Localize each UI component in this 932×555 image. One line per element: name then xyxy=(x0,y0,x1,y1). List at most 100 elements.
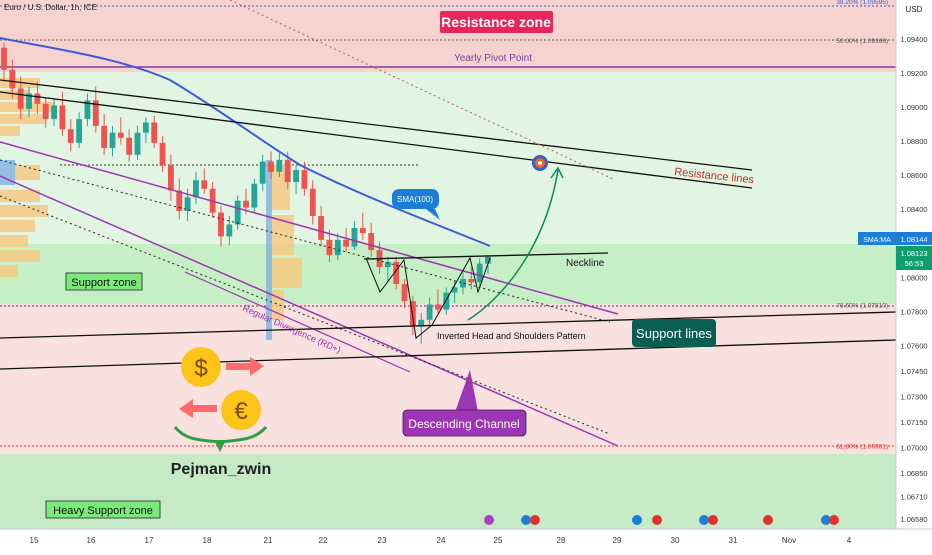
event-icon[interactable] xyxy=(652,515,662,525)
arrow-right-shaft xyxy=(226,363,251,370)
candle-body xyxy=(359,227,366,234)
vp-bar xyxy=(266,160,272,340)
euro-symbol: € xyxy=(234,398,248,425)
price-tick-label: 1.09200 xyxy=(900,69,927,78)
event-icon[interactable] xyxy=(708,515,718,525)
candle-body xyxy=(368,233,375,251)
candle-body xyxy=(476,263,483,283)
arrow-right-head xyxy=(250,357,264,376)
fib-labels: 38.20% (1.09595) 50.00% (1.09366) 78.60% (… xyxy=(836,0,888,451)
event-icon[interactable] xyxy=(821,515,831,525)
price-tick-label: 1.08400 xyxy=(900,205,927,214)
price-tick-label: 1.07800 xyxy=(900,307,927,316)
price-tick-label: 1.08000 xyxy=(900,273,927,282)
channel-line-lower xyxy=(0,175,619,447)
candle-body xyxy=(193,180,199,198)
candle-body xyxy=(51,105,57,120)
event-icon[interactable] xyxy=(521,515,531,525)
price-tag xyxy=(896,246,932,270)
candle-body xyxy=(184,197,191,211)
candle-body xyxy=(84,100,91,120)
arrow-right-icon xyxy=(226,357,264,376)
dollar-coin-icon: $ xyxy=(181,347,221,387)
support-zone-label: Support zone xyxy=(71,277,136,289)
candle-body xyxy=(126,137,133,155)
candle-body xyxy=(101,125,108,148)
sma-badge-tail xyxy=(426,209,440,220)
candle-body xyxy=(1,47,7,70)
candle-body xyxy=(59,105,66,130)
time-tick-label: 29 xyxy=(613,536,622,545)
target-center xyxy=(538,161,542,165)
vp-bar xyxy=(0,190,40,202)
price-tick-label: 1.06710 xyxy=(900,493,927,502)
zone-upper-light xyxy=(0,72,896,244)
candle-body xyxy=(443,292,450,310)
candle-body xyxy=(76,119,83,143)
price-tick-label: 1.06580 xyxy=(900,515,927,524)
smile-brace-tip xyxy=(214,440,226,452)
vp-bar xyxy=(272,215,294,255)
candle-body xyxy=(393,261,400,285)
candle-body xyxy=(276,159,283,172)
channel-badge-tail xyxy=(455,370,478,412)
candle-body xyxy=(142,122,149,133)
projection-arrow xyxy=(467,169,559,321)
sma-tag-left-text: SMA:MA xyxy=(863,237,891,244)
time-tick-label: 30 xyxy=(671,536,680,545)
price-tick-label: 1.07450 xyxy=(900,367,927,376)
projection-arrowhead xyxy=(550,166,564,179)
arrow-left-head xyxy=(179,399,193,418)
candle-body xyxy=(9,69,16,89)
vp-bar xyxy=(15,165,40,180)
event-icon[interactable] xyxy=(829,515,839,525)
candle-body xyxy=(251,183,258,208)
candle-body xyxy=(134,132,141,155)
candle-body xyxy=(284,159,291,183)
time-tick-label: 4 xyxy=(847,536,852,545)
price-tick-label: 1.07300 xyxy=(900,392,927,401)
price-tag-text: 1.08123 xyxy=(900,249,927,258)
heavy-support-badge xyxy=(45,500,161,519)
sma-price-tag xyxy=(896,232,932,245)
candle-body xyxy=(26,93,32,109)
candle-body xyxy=(334,239,341,256)
time-tick-label: 25 xyxy=(494,536,503,545)
time-tick-label: 15 xyxy=(30,536,39,545)
time-tick-label: 17 xyxy=(145,536,154,545)
candle-body xyxy=(42,103,49,120)
candle-body xyxy=(159,142,166,165)
ihs-pattern xyxy=(365,256,491,339)
vp-bar xyxy=(272,258,302,288)
vp-bar xyxy=(0,250,40,262)
euro-coin-icon: € xyxy=(221,390,261,430)
time-tick-label: 18 xyxy=(203,536,212,545)
time-axis-ticks: 15 16 17 18 21 22 23 24 25 28 29 30 31 Nov 4 xyxy=(30,536,852,545)
resistance-line-lower xyxy=(0,91,753,189)
event-icon[interactable] xyxy=(632,515,642,525)
candle-body xyxy=(109,132,116,148)
support-line-lower xyxy=(0,339,897,370)
price-tick-label: 1.07600 xyxy=(900,341,927,350)
time-tick-label: 23 xyxy=(378,536,387,545)
fib-level-label: 38.20% (1.09595) xyxy=(836,0,888,6)
support-zone-badge xyxy=(65,272,143,291)
divergence-line xyxy=(184,271,411,373)
vp-bar xyxy=(0,160,15,185)
candle-body xyxy=(435,304,441,310)
candle-body xyxy=(201,180,208,189)
price-tick-label: 1.08800 xyxy=(900,137,927,146)
channel-dotted-outer xyxy=(0,195,611,435)
time-tick-label: Nov xyxy=(782,536,796,545)
target-icon xyxy=(532,155,548,171)
event-icon[interactable] xyxy=(530,515,540,525)
event-icon[interactable] xyxy=(763,515,773,525)
candle-body xyxy=(218,212,224,237)
candle-body xyxy=(485,256,491,264)
candle-body xyxy=(151,122,158,143)
event-icon[interactable] xyxy=(699,515,709,525)
price-tick-label: 1.07000 xyxy=(900,443,927,452)
candle-body xyxy=(468,278,475,283)
dollar-coin xyxy=(181,347,221,387)
event-icon[interactable] xyxy=(484,515,494,525)
